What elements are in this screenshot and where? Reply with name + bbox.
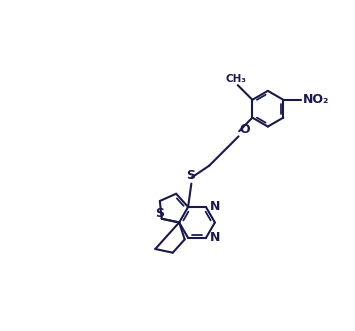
Text: N: N — [210, 231, 220, 244]
Text: S: S — [186, 169, 195, 182]
Text: NO₂: NO₂ — [303, 93, 329, 106]
Text: CH₃: CH₃ — [226, 73, 247, 83]
Text: N: N — [210, 201, 220, 213]
Text: S: S — [155, 207, 164, 219]
Text: O: O — [239, 123, 250, 136]
